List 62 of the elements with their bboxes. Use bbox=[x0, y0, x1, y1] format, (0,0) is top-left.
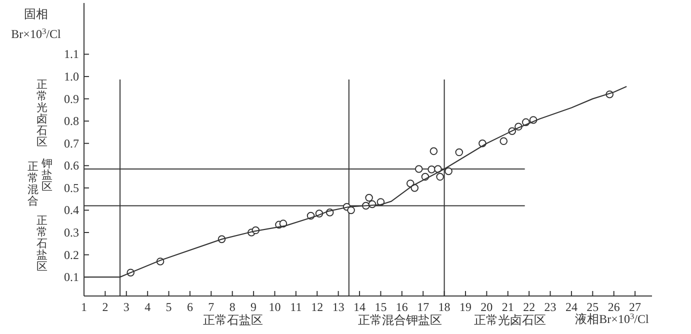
x-tick: 2 bbox=[102, 300, 108, 314]
x-tick: 24 bbox=[565, 300, 578, 314]
annotation: 石 bbox=[36, 125, 48, 137]
x-label: 液相Br×10$^{3}$/Cl bbox=[575, 312, 649, 326]
x-tick: 12 bbox=[311, 300, 324, 314]
x-tick: 5 bbox=[166, 300, 172, 314]
x-tick: 22 bbox=[523, 300, 536, 314]
x-tick: 10 bbox=[268, 300, 281, 314]
y-tick: 0.5 bbox=[64, 180, 79, 195]
annotation: 区 bbox=[42, 181, 52, 193]
y-tick: 1.0 bbox=[64, 70, 79, 84]
x-tick: 18 bbox=[438, 300, 450, 314]
annotation: 卤 bbox=[36, 114, 48, 126]
annotation: 盐 bbox=[36, 250, 48, 262]
annotation: 正常混合钾盐区 bbox=[358, 313, 442, 327]
annotation: 区 bbox=[36, 136, 48, 148]
annotation: 正 bbox=[28, 161, 38, 173]
x-tick: 15 bbox=[374, 300, 387, 314]
annotation: 钾 bbox=[42, 158, 52, 170]
x-tick: 20 bbox=[480, 300, 493, 314]
x-tick: 9 bbox=[250, 300, 257, 314]
annotation: 正常光卤石区 bbox=[474, 313, 546, 327]
annotation: 石 bbox=[36, 238, 48, 250]
annotation: 常 bbox=[36, 90, 48, 102]
y-tick: 0.4 bbox=[64, 203, 79, 218]
y-tick: 0.1 bbox=[64, 270, 79, 284]
x-tick: 4 bbox=[144, 300, 151, 314]
x-tick: 27 bbox=[629, 300, 642, 314]
x-tick: 3 bbox=[123, 300, 130, 314]
x-tick: 23 bbox=[544, 300, 556, 314]
y-tick: 0.3 bbox=[64, 226, 79, 240]
annotation: 常 bbox=[36, 226, 48, 238]
annotation: 正常石盐区 bbox=[203, 313, 263, 327]
annotation: 光 bbox=[36, 102, 48, 114]
x-tick: 7 bbox=[208, 300, 214, 314]
x-tick: 6 bbox=[186, 300, 193, 314]
x-tick: 16 bbox=[396, 300, 408, 314]
x-tick: 21 bbox=[502, 300, 514, 314]
annotation: 合 bbox=[28, 196, 38, 208]
x-tick: 17 bbox=[417, 300, 430, 314]
annotation: 混 bbox=[28, 184, 38, 196]
y-label: 固相 bbox=[24, 7, 48, 21]
y-tick: 0.9 bbox=[64, 92, 79, 106]
x-tick: 11 bbox=[290, 300, 302, 314]
y-tick: 0.2 bbox=[64, 248, 79, 262]
y-label: Br×10$^{3}$/Cl bbox=[11, 26, 61, 41]
annotation: 盐 bbox=[42, 170, 52, 182]
x-tick: 19 bbox=[460, 300, 472, 314]
y-tick: 0.6 bbox=[64, 158, 79, 173]
x-tick: 1 bbox=[81, 300, 87, 314]
annotation: 区 bbox=[36, 261, 48, 273]
x-tick: 25 bbox=[586, 300, 599, 314]
x-tick: 26 bbox=[608, 300, 620, 314]
x-tick: 14 bbox=[354, 300, 366, 314]
x-tick: 8 bbox=[229, 300, 236, 314]
y-tick: 0.8 bbox=[64, 114, 79, 128]
y-tick: 1.1 bbox=[64, 47, 79, 62]
x-tick: 13 bbox=[332, 300, 344, 314]
annotation: 常 bbox=[28, 172, 38, 184]
y-tick: 0.7 bbox=[64, 136, 79, 150]
annotation: 正 bbox=[36, 79, 48, 91]
annotation: 正 bbox=[36, 215, 48, 227]
